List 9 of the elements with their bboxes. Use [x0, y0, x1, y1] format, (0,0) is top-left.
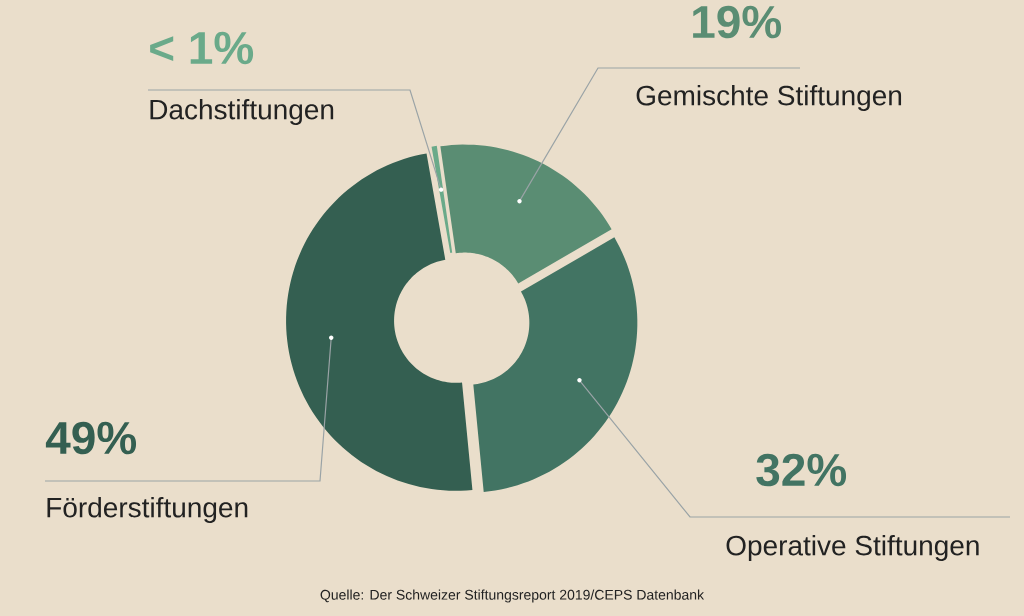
- slice-label: Operative Stiftungen: [726, 534, 979, 562]
- data-label: 19%: [693, 5, 782, 39]
- source-note: Quelle: Der Schweizer Stiftungsreport 2019/CEPS Datenbank: [320, 589, 705, 603]
- data-label: 49%: [45, 421, 137, 455]
- slice-label: Förderstiftungen: [47, 496, 248, 524]
- data-label: < 1%: [150, 31, 254, 65]
- slice-label: Gemischte Stiftungen: [636, 84, 902, 112]
- data-label: 32%: [756, 453, 847, 487]
- slice-label: Dachstiftungen: [150, 98, 334, 126]
